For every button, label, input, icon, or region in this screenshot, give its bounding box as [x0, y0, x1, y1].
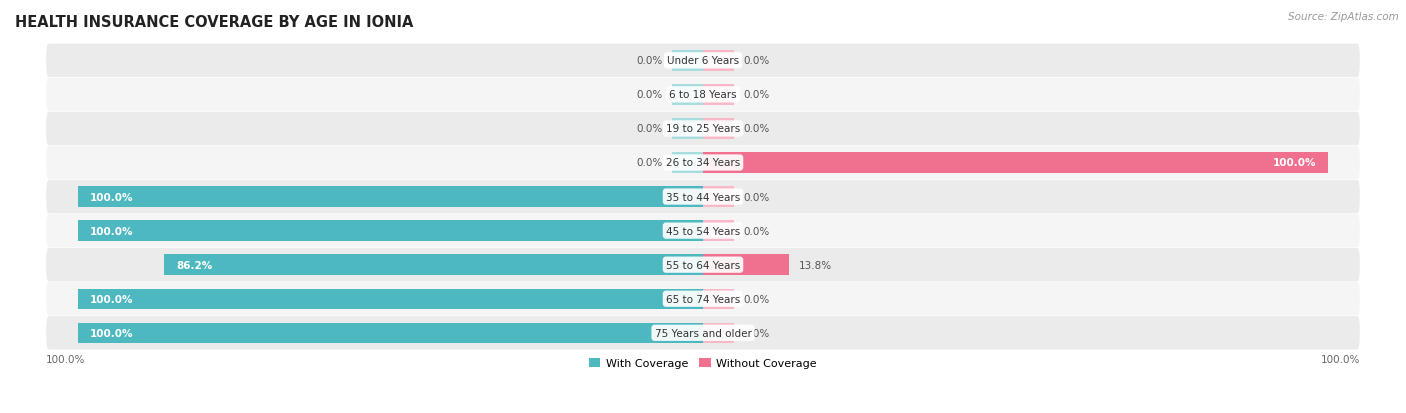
Text: 75 Years and older: 75 Years and older: [655, 328, 751, 338]
Bar: [672, 51, 703, 71]
Bar: [703, 153, 1329, 173]
Text: 6 to 18 Years: 6 to 18 Years: [669, 90, 737, 100]
Bar: [703, 323, 734, 343]
FancyBboxPatch shape: [46, 45, 1360, 78]
Legend: With Coverage, Without Coverage: With Coverage, Without Coverage: [585, 354, 821, 373]
Text: 100.0%: 100.0%: [90, 294, 134, 304]
Bar: [672, 85, 703, 105]
Text: 0.0%: 0.0%: [636, 158, 662, 168]
Text: 100.0%: 100.0%: [1320, 354, 1360, 364]
Bar: [703, 289, 734, 309]
Bar: [703, 187, 734, 207]
FancyBboxPatch shape: [46, 214, 1360, 248]
Text: 35 to 44 Years: 35 to 44 Years: [666, 192, 740, 202]
Bar: [703, 255, 789, 275]
Bar: [703, 221, 734, 241]
Text: 86.2%: 86.2%: [176, 260, 212, 270]
Bar: [77, 323, 703, 343]
Text: 100.0%: 100.0%: [90, 226, 134, 236]
Text: 26 to 34 Years: 26 to 34 Years: [666, 158, 740, 168]
Bar: [703, 51, 734, 71]
Text: 0.0%: 0.0%: [744, 226, 770, 236]
Text: 0.0%: 0.0%: [744, 124, 770, 134]
Text: 45 to 54 Years: 45 to 54 Years: [666, 226, 740, 236]
Text: 19 to 25 Years: 19 to 25 Years: [666, 124, 740, 134]
Text: 0.0%: 0.0%: [636, 124, 662, 134]
Text: 0.0%: 0.0%: [744, 90, 770, 100]
Bar: [672, 119, 703, 139]
Bar: [77, 187, 703, 207]
FancyBboxPatch shape: [46, 112, 1360, 146]
Text: 0.0%: 0.0%: [744, 328, 770, 338]
Text: 100.0%: 100.0%: [90, 192, 134, 202]
Text: 0.0%: 0.0%: [636, 56, 662, 66]
Text: 0.0%: 0.0%: [636, 90, 662, 100]
FancyBboxPatch shape: [46, 248, 1360, 282]
Bar: [77, 221, 703, 241]
Text: 65 to 74 Years: 65 to 74 Years: [666, 294, 740, 304]
Text: Under 6 Years: Under 6 Years: [666, 56, 740, 66]
FancyBboxPatch shape: [46, 316, 1360, 350]
Bar: [703, 85, 734, 105]
Text: 100.0%: 100.0%: [90, 328, 134, 338]
FancyBboxPatch shape: [46, 147, 1360, 180]
Text: 0.0%: 0.0%: [744, 294, 770, 304]
Text: 100.0%: 100.0%: [46, 354, 86, 364]
Bar: [672, 153, 703, 173]
Text: Source: ZipAtlas.com: Source: ZipAtlas.com: [1288, 12, 1399, 22]
Bar: [77, 289, 703, 309]
FancyBboxPatch shape: [46, 78, 1360, 112]
FancyBboxPatch shape: [46, 282, 1360, 316]
Text: HEALTH INSURANCE COVERAGE BY AGE IN IONIA: HEALTH INSURANCE COVERAGE BY AGE IN IONI…: [15, 15, 413, 30]
Text: 0.0%: 0.0%: [744, 192, 770, 202]
Text: 55 to 64 Years: 55 to 64 Years: [666, 260, 740, 270]
Bar: [165, 255, 703, 275]
Bar: [703, 119, 734, 139]
Text: 0.0%: 0.0%: [744, 56, 770, 66]
Text: 100.0%: 100.0%: [1272, 158, 1316, 168]
Text: 13.8%: 13.8%: [799, 260, 832, 270]
FancyBboxPatch shape: [46, 180, 1360, 214]
